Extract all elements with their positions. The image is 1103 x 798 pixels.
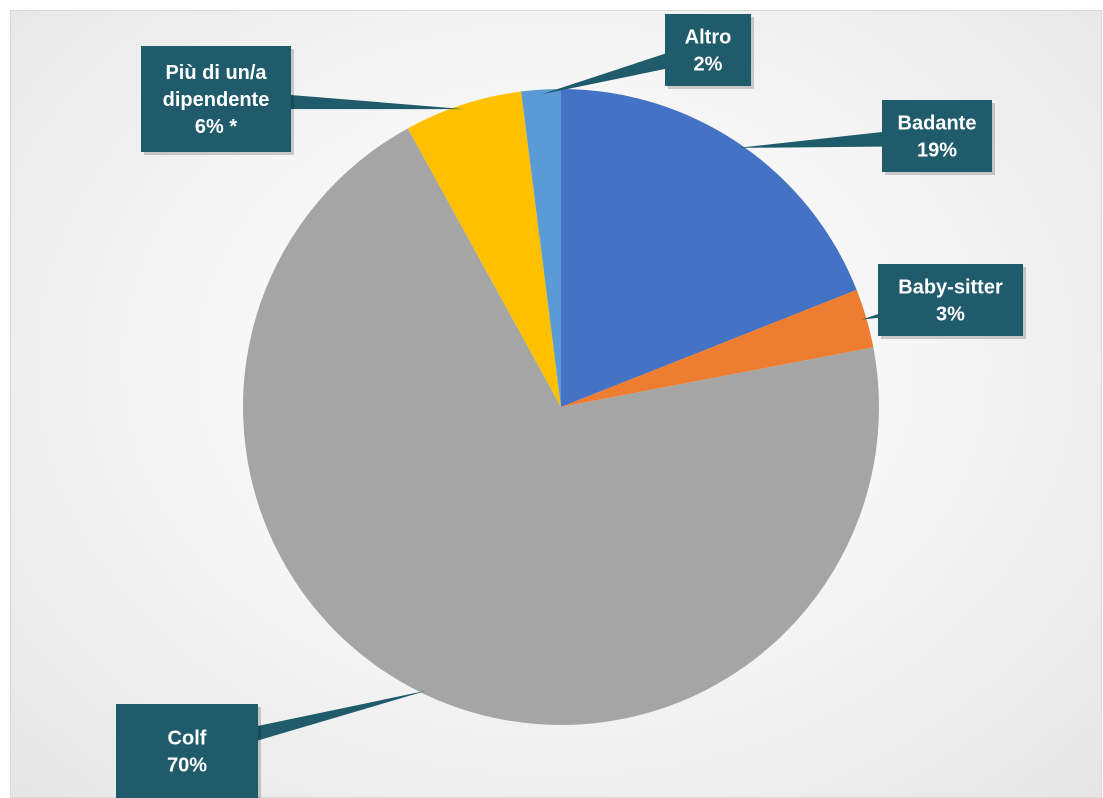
data-label-value-pi-di-un-a-dipendente: 6% * [195,116,237,138]
data-label-name-pi-di-un-a-dipendente: Più di un/a [165,62,267,84]
data-label-value-baby-sitter: 3% [936,304,965,326]
data-label-name-pi-di-un-a-dipendente: dipendente [163,89,270,111]
data-label-name-baby-sitter: Baby-sitter [898,277,1003,299]
data-label-value-badante: 19% [917,140,957,162]
data-label-value-colf: 70% [167,755,207,777]
data-label-value-altro: 2% [694,54,723,76]
data-label-name-badante: Badante [898,113,977,135]
data-label-name-altro: Altro [685,27,732,49]
callout-box-colf [116,704,258,798]
pie-slices [243,89,879,725]
data-label-name-colf: Colf [168,728,207,750]
